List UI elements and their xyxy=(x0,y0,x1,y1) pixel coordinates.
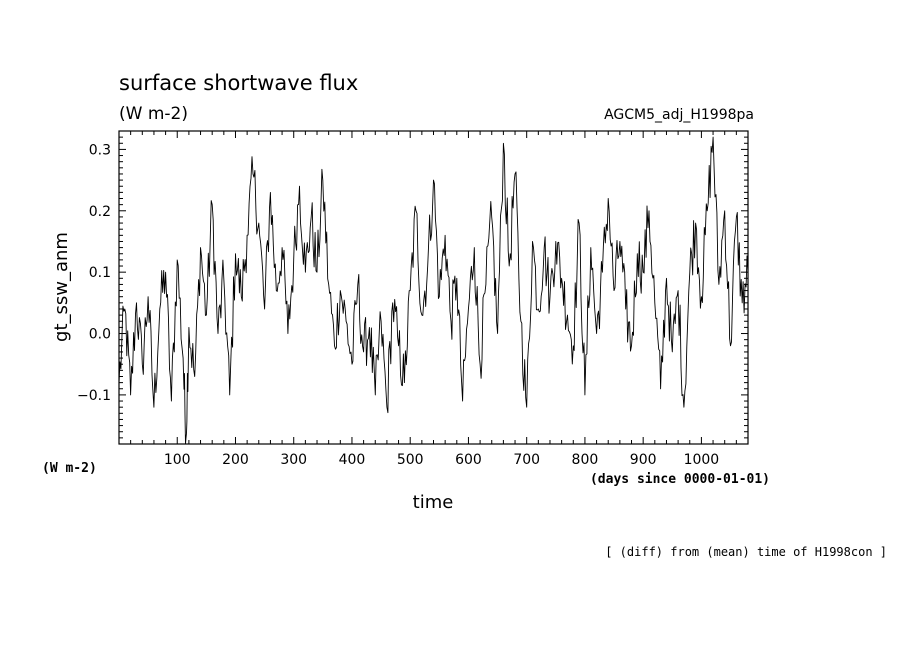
x-axis-tick-labels: 100 200 300 400 500 600 700 800 900 1000 xyxy=(164,452,719,468)
footnote: [ (diff) from (mean) time of H1998con ] xyxy=(605,545,887,559)
x-tick-label: 800 xyxy=(572,452,599,468)
x-tick-label: 900 xyxy=(630,452,657,468)
chart-title-units: (W m-2) xyxy=(119,104,188,124)
y-axis-units: (W m-2) xyxy=(42,461,97,476)
y-tick-label: −0.1 xyxy=(77,388,111,404)
x-tick-label: 500 xyxy=(397,452,424,468)
y-tick-label: 0.1 xyxy=(89,265,111,281)
y-axis-ticks xyxy=(119,136,748,439)
chart-title: surface shortwave flux xyxy=(119,71,358,95)
plot-frame xyxy=(118,130,749,445)
x-tick-label: 300 xyxy=(280,452,307,468)
y-axis-title: gt_ssw_anm xyxy=(51,232,72,342)
x-tick-label: 600 xyxy=(455,452,482,468)
y-tick-label: 0.2 xyxy=(89,204,111,220)
y-axis-tick-labels: −0.1 0.0 0.1 0.2 0.3 xyxy=(77,142,111,403)
y-tick-label: 0.0 xyxy=(89,327,111,343)
x-axis-title: time xyxy=(413,492,454,513)
x-tick-label: 400 xyxy=(339,452,366,468)
x-tick-label: 100 xyxy=(164,452,191,468)
dataset-label: AGCM5_adj_H1998pa xyxy=(604,107,754,123)
series-line xyxy=(118,136,749,445)
x-tick-label: 700 xyxy=(513,452,540,468)
x-tick-label: 200 xyxy=(222,452,249,468)
y-tick-label: 0.3 xyxy=(89,142,111,158)
x-axis-ticks xyxy=(130,131,737,444)
x-axis-units: (days since 0000-01-01) xyxy=(590,472,770,487)
x-tick-label: 1000 xyxy=(684,452,720,468)
